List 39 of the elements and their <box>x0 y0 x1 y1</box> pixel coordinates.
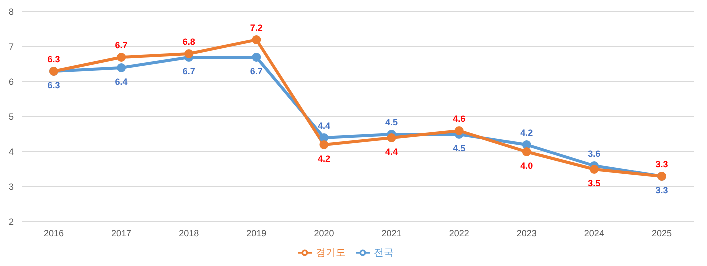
y-tick-label: 3 <box>8 182 14 192</box>
y-tick-label: 2 <box>8 217 14 228</box>
data-label: 4.6 <box>453 114 466 124</box>
y-tick-label: 5 <box>8 112 14 122</box>
x-tick-label: 2021 <box>382 228 402 238</box>
data-label: 6.7 <box>250 66 263 76</box>
data-label: 6.4 <box>115 77 128 87</box>
x-tick-label: 2025 <box>652 228 672 238</box>
y-tick-label: 4 <box>8 147 14 158</box>
data-label: 4.4 <box>318 121 330 131</box>
x-tick-label: 2024 <box>584 228 604 238</box>
data-label: 6.7 <box>115 40 128 50</box>
data-label: 4.2 <box>318 154 330 164</box>
legend-label: 경기도 <box>316 248 346 259</box>
x-tick-label: 2018 <box>179 228 200 238</box>
data-label: 3.6 <box>588 149 601 159</box>
data-label: 6.3 <box>48 54 60 64</box>
data-label: 6.3 <box>48 80 60 90</box>
data-label: 4.5 <box>386 118 398 128</box>
y-tick-label: 6 <box>8 77 14 88</box>
data-label: 4.0 <box>520 161 534 171</box>
data-label: 4.2 <box>520 128 534 138</box>
x-tick-label: 2019 <box>246 228 267 238</box>
data-label: 6.7 <box>182 66 196 76</box>
x-tick-label: 2017 <box>112 228 132 238</box>
data-label: 3.3 <box>656 186 668 196</box>
legend-label: 전국 <box>374 248 394 259</box>
y-tick-label: 8 <box>8 7 14 18</box>
data-label: 4.5 <box>453 144 466 154</box>
x-tick-label: 2022 <box>449 228 470 238</box>
data-label: 6.8 <box>182 37 196 47</box>
data-label: 4.4 <box>386 147 398 157</box>
data-label: 3.3 <box>656 160 668 170</box>
x-tick-label: 2023 <box>516 228 537 238</box>
data-label: 7.2 <box>250 23 263 33</box>
data-label: 3.5 <box>588 178 601 188</box>
x-tick-label: 2016 <box>44 228 64 238</box>
y-tick-label: 7 <box>8 42 14 52</box>
x-tick-label: 2020 <box>314 228 334 238</box>
